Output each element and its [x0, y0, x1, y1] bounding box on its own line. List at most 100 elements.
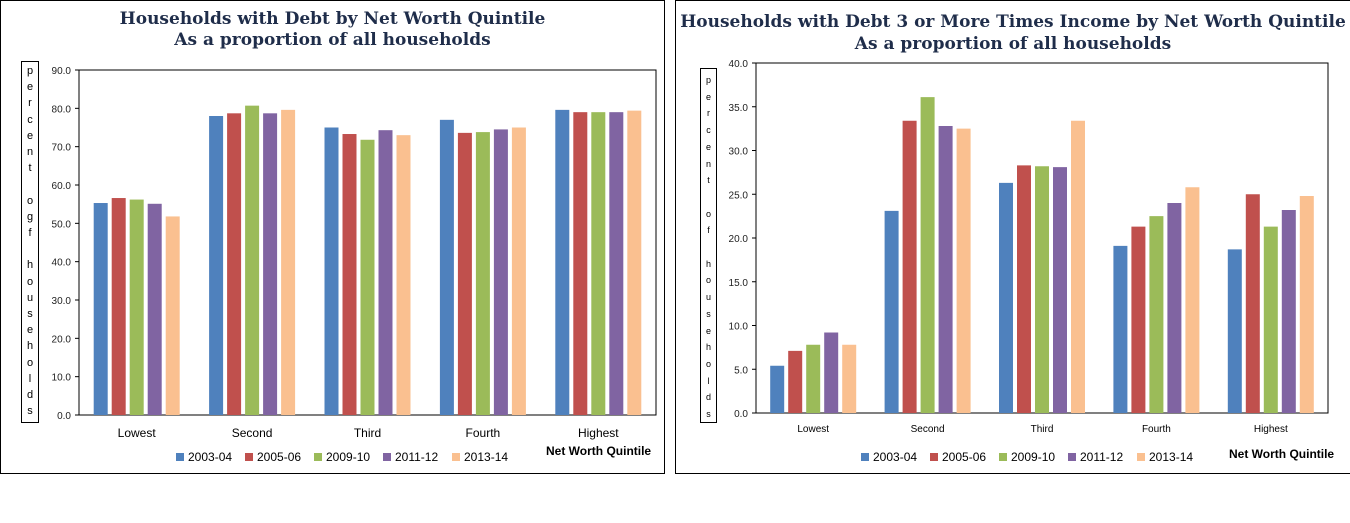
bar: [902, 120, 917, 413]
bar: [342, 134, 357, 415]
legend-label: 2005-06: [257, 450, 301, 464]
bar: [1185, 187, 1200, 413]
y-tick-label: 20.0: [52, 334, 72, 345]
y-tick-label: 15.0: [729, 278, 749, 289]
bar: [129, 199, 144, 415]
bar: [147, 203, 162, 415]
y-axis-label-letter: e: [26, 81, 34, 94]
y-axis-label-letter: e: [705, 325, 711, 336]
bar: [1281, 210, 1296, 413]
y-axis-label-letter: f: [707, 225, 710, 236]
bar: [627, 110, 642, 415]
legend-swatch: [383, 453, 391, 461]
legend-swatch: [1137, 453, 1145, 461]
y-axis-label-letter: h: [26, 340, 34, 353]
y-axis-label-letter: d: [26, 389, 34, 401]
bar: [1071, 120, 1085, 413]
y-tick-label: 40.0: [52, 258, 72, 269]
x-category-label: Second: [232, 426, 273, 440]
y-axis-label-letter: u: [705, 292, 711, 303]
bar: [1053, 167, 1067, 413]
bar: [1035, 166, 1049, 413]
bar: [555, 109, 570, 415]
chart-panel-debt: Households with Debt by Net Worth Quinti…: [0, 0, 665, 474]
bar: [1227, 249, 1242, 413]
x-category-label: Lowest: [797, 424, 829, 435]
chart-title: Households with Debt by Net Worth Quinti…: [119, 9, 546, 29]
y-axis-label-letter: o: [26, 356, 34, 369]
legend-swatch: [245, 453, 253, 461]
bar: [245, 105, 260, 416]
bar-chart: 0.0 5.0 10.0 15.0 20.0 25.0 30.0 35.0 40.0 Lowest…: [729, 59, 1329, 464]
x-category-label: Fourth: [1142, 424, 1171, 435]
bar: [938, 126, 953, 413]
bar: [609, 112, 624, 416]
y-axis-label-letter: u: [26, 291, 34, 304]
bar: [884, 210, 899, 413]
y-axis-label-letter: s: [706, 409, 711, 419]
chart-title: Households with Debt 3 or More Times Inc…: [680, 12, 1346, 32]
y-axis-label-letter: e: [705, 91, 711, 102]
y-axis-label-letter: g: [26, 210, 34, 223]
bar: [475, 132, 490, 415]
legend-swatch: [1068, 453, 1076, 461]
y-tick-label: 35.0: [729, 103, 749, 114]
y-axis-label-letter: n: [705, 158, 711, 169]
y-tick-label: 0.0: [734, 409, 748, 420]
y-tick-label: 20.0: [729, 234, 749, 245]
bar: [493, 129, 508, 415]
bar: [1245, 194, 1260, 413]
bar: [824, 332, 839, 413]
legend-swatch: [999, 453, 1007, 461]
y-axis-label-letter: n: [26, 146, 34, 158]
y-tick-label: 70.0: [52, 143, 72, 154]
x-axis-title: Net Worth Quintile: [546, 444, 652, 458]
bar: [920, 97, 935, 413]
legend-swatch: [861, 453, 869, 461]
y-axis-label-letter: r: [28, 97, 32, 110]
bar: [111, 198, 126, 415]
bar: [439, 119, 454, 415]
bar: [1167, 203, 1182, 413]
legend-label: 2009-10: [1011, 450, 1055, 464]
bar: [999, 182, 1013, 413]
bar: [263, 113, 278, 416]
x-category-label: Highest: [1254, 424, 1288, 435]
y-tick-label: 40.0: [729, 59, 749, 70]
legend-label: 2003-04: [188, 450, 232, 464]
y-tick-label: 10.0: [729, 322, 749, 333]
y-axis-label-letter: t: [28, 162, 32, 175]
y-axis-label-letter: e: [705, 141, 711, 152]
bar: [209, 116, 224, 415]
chart-subtitle: As a proportion of all households: [174, 30, 491, 50]
bar: [842, 344, 857, 413]
bar: [806, 344, 821, 413]
legend-label: 2011-12: [1080, 450, 1123, 464]
y-axis-label-letter: h: [705, 342, 711, 353]
x-category-label: Third: [1031, 424, 1054, 435]
legend-label: 2013-14: [464, 450, 508, 464]
legend-label: 2005-06: [942, 450, 986, 464]
x-category-label: Lowest: [118, 426, 157, 440]
y-axis-label-letter: h: [26, 259, 34, 272]
y-axis-label-letter: s: [706, 308, 711, 319]
legend-label: 2003-04: [873, 450, 917, 464]
x-category-label: Second: [911, 424, 945, 435]
y-axis-label-letter: e: [26, 129, 34, 142]
bar: [956, 128, 971, 413]
bar: [227, 113, 242, 416]
x-axis-title: Net Worth Quintile: [1229, 447, 1335, 461]
y-tick-label: 30.0: [52, 296, 72, 307]
y-tick-label: 0.0: [57, 411, 71, 422]
y-axis-label-letter: r: [707, 108, 710, 119]
y-tick-label: 5.0: [734, 365, 748, 376]
y-axis-label-letter: o: [705, 275, 711, 286]
bar: [324, 127, 339, 415]
y-axis-label-letter: o: [26, 275, 34, 288]
bar: [1017, 165, 1031, 413]
y-axis-label-letter: p: [26, 65, 34, 77]
y-axis-label-letter: d: [705, 392, 711, 403]
y-tick-label: 30.0: [729, 147, 749, 158]
legend-swatch: [176, 453, 184, 461]
